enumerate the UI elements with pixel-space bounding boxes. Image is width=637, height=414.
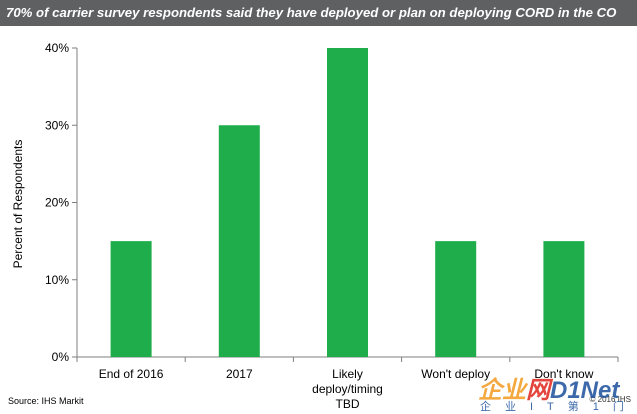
bar [435,241,477,357]
y-tick-label: 10% [45,273,69,287]
copyright-note: © 2016 IHS [589,395,631,404]
y-axis-label-group: Percent of Respondents [11,140,25,269]
x-tick-labels: End of 2016 2017 Likely deploy/timing TBD Won… [99,367,594,411]
y-tick-label: 40% [45,41,69,55]
bars [110,48,585,357]
y-tick-label: 30% [45,118,69,132]
bar [543,241,585,357]
y-tick-label: 0% [52,350,70,364]
x-tick-label: Likely deploy/timing TBD [312,367,383,411]
x-tick-label: End of 2016 [99,367,164,381]
x-tick-label: Don't know [534,367,593,381]
bar [110,241,152,357]
source-note: Source: IHS Markit [8,396,84,406]
x-tick-label: Won't deploy [421,367,490,381]
y-axis-label: Percent of Respondents [11,140,25,269]
bar [218,125,260,357]
x-tick-label: 2017 [226,367,253,381]
y-tick-label: 20% [45,196,69,210]
bar [327,48,368,357]
chart-title: 70% of carrier survey respondents said t… [0,0,637,26]
y-tick-labels: 0% 10% 20% 30% 40% [45,41,69,364]
